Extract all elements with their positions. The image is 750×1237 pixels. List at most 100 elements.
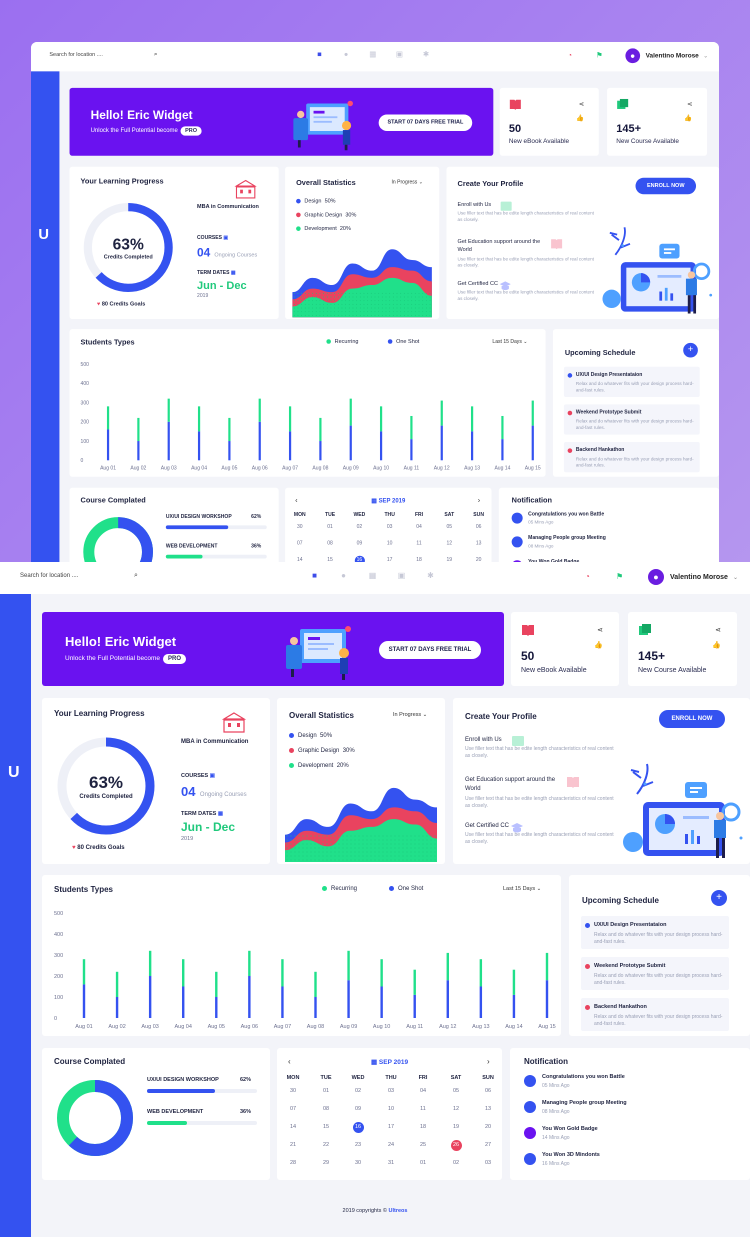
schedule-item[interactable]: UX/UI Design Presentataion Relax and do … [564,367,700,397]
calendar-day[interactable]: 22 [318,1140,334,1151]
notification-item[interactable]: You Won 3D Mindonts16 Mins Ago [524,1151,724,1173]
calendar-day[interactable]: 20 [480,1122,496,1133]
user-name[interactable]: Valentino Morose [646,53,699,59]
calendar-day[interactable]: 30 [350,1158,366,1169]
calendar-day[interactable]: 12 [442,539,457,549]
calendar-day[interactable]: 08 [318,1104,334,1115]
calendar-day[interactable]: 31 [383,1158,399,1169]
calendar-day[interactable]: 05 [442,523,457,533]
add-schedule-button[interactable]: + [711,890,727,906]
documents-icon[interactable]: ▣ [397,571,406,580]
notification-item[interactable]: Managing People group Meeting08 Mins Ago [524,1099,724,1121]
free-trial-button[interactable]: START 07 DAYS FREE TRIAL [379,641,481,659]
calendar-day[interactable]: 01 [415,1158,431,1169]
schedule-item[interactable]: UX/UI Design Presentataion Relax and do … [581,916,729,949]
bell-icon[interactable]: ◔ [585,572,590,581]
calendar-day[interactable]: 16 [353,1122,364,1133]
chevron-down-icon[interactable]: ⌄ [733,574,738,581]
like-icon[interactable]: 👍 [576,114,584,121]
next-month-button[interactable]: › [478,496,480,504]
app-logo[interactable]: U [8,764,20,782]
footer-brand[interactable]: Ultreos [389,1208,408,1214]
calendar-day[interactable]: 06 [480,1086,496,1097]
calendar-day[interactable]: 13 [471,539,486,549]
share-icon[interactable]: ⋖ [579,101,584,108]
user-icon[interactable]: ● [339,571,348,580]
calendar-day[interactable]: 04 [412,523,427,533]
calendar-day[interactable]: 23 [350,1140,366,1151]
calendar-day[interactable]: 24 [383,1140,399,1151]
calendar-day[interactable]: 19 [448,1122,464,1133]
calendar-day[interactable]: 10 [383,1104,399,1115]
flag-icon[interactable]: ⚑ [616,572,623,581]
calendar-day[interactable]: 15 [318,1122,334,1133]
share-icon[interactable]: ⋖ [597,626,603,634]
calendar-day[interactable]: 09 [352,539,367,549]
calendar-day[interactable]: 03 [383,1086,399,1097]
calendar-day[interactable]: 26 [451,1140,462,1151]
share-icon[interactable]: ⋖ [715,626,721,634]
schedule-item[interactable]: Backend Hankathon Relax and do whatever … [564,442,700,472]
next-month-button[interactable]: › [487,1057,490,1066]
user-name[interactable]: Valentino Morose [670,574,728,581]
calendar-day[interactable]: 11 [415,1104,431,1115]
calendar-day[interactable]: 30 [285,1086,301,1097]
calendar-day[interactable]: 09 [350,1104,366,1115]
chevron-down-icon[interactable]: ⌄ [703,53,708,59]
calendar-day[interactable]: 25 [415,1140,431,1151]
search-input[interactable]: Search for location .... [20,573,78,579]
calendar-day[interactable]: 03 [480,1158,496,1169]
app-logo[interactable]: U [38,227,49,244]
calendar-day[interactable]: 10 [382,539,397,549]
search-icon[interactable]: ⌕ [134,572,138,580]
calendar-day[interactable]: 04 [415,1086,431,1097]
enroll-button[interactable]: ENROLL NOW [636,178,697,195]
calendar-icon[interactable]: ▦ [368,571,377,580]
calendar-day[interactable]: 17 [383,1122,399,1133]
flag-icon[interactable]: ⚑ [596,51,603,59]
calendar-day[interactable]: 08 [323,539,338,549]
calendar-day[interactable]: 01 [318,1086,334,1097]
calendar-day[interactable]: 03 [382,523,397,533]
notification-item[interactable]: Managing People group Meeting08 Mins Ago [512,535,695,555]
search-input[interactable]: Search for location .... [49,52,103,58]
calendar-day[interactable]: 07 [292,539,307,549]
calendar-day[interactable]: 30 [292,523,307,533]
calendar-day[interactable]: 11 [412,539,427,549]
students-filter[interactable]: Last 15 Days ⌄ [492,339,527,345]
user-icon[interactable]: ● [342,50,350,58]
calendar-day[interactable]: 02 [352,523,367,533]
settings-icon[interactable]: ✱ [426,571,435,580]
calendar-day[interactable]: 02 [350,1086,366,1097]
calendar-day[interactable]: 01 [323,523,338,533]
search-icon[interactable]: ⌕ [154,51,158,58]
like-icon[interactable]: 👍 [684,114,692,121]
calendar-icon[interactable]: ▦ [369,50,377,58]
bell-icon[interactable]: ◔ [568,51,572,59]
calendar-day[interactable]: 07 [285,1104,301,1115]
notification-item[interactable]: Congratulations you won Battle05 Mins Ag… [512,511,695,531]
overall-filter[interactable]: In Progress ⌄ [393,712,427,718]
calendar-day[interactable]: 14 [285,1122,301,1133]
calendar-day[interactable]: 02 [448,1158,464,1169]
calendar-day[interactable]: 29 [318,1158,334,1169]
schedule-item[interactable]: Weekend Prototype Submit Relax and do wh… [564,404,700,434]
settings-icon[interactable]: ✱ [422,50,430,58]
calendar-day[interactable]: 28 [285,1158,301,1169]
overall-filter[interactable]: In Progress ⌄ [391,180,422,186]
avatar[interactable]: ● [625,48,640,63]
like-icon[interactable]: 👍 [594,641,603,649]
like-icon[interactable]: 👍 [712,641,721,649]
free-trial-button[interactable]: START 07 DAYS FREE TRIAL [379,114,473,131]
share-icon[interactable]: ⋖ [687,101,692,108]
notification-item[interactable]: Congratulations you won Battle05 Mins Ag… [524,1073,724,1095]
documents-icon[interactable]: ▣ [395,50,403,58]
add-schedule-button[interactable]: + [683,343,698,358]
avatar[interactable]: ● [648,569,664,585]
calendar-day[interactable]: 06 [471,523,486,533]
calendar-day[interactable]: 12 [448,1104,464,1115]
students-filter[interactable]: Last 15 Days ⌄ [503,886,541,892]
calendar-day[interactable]: 18 [415,1122,431,1133]
schedule-item[interactable]: Weekend Prototype Submit Relax and do wh… [581,957,729,990]
calendar-day[interactable]: 27 [480,1140,496,1151]
